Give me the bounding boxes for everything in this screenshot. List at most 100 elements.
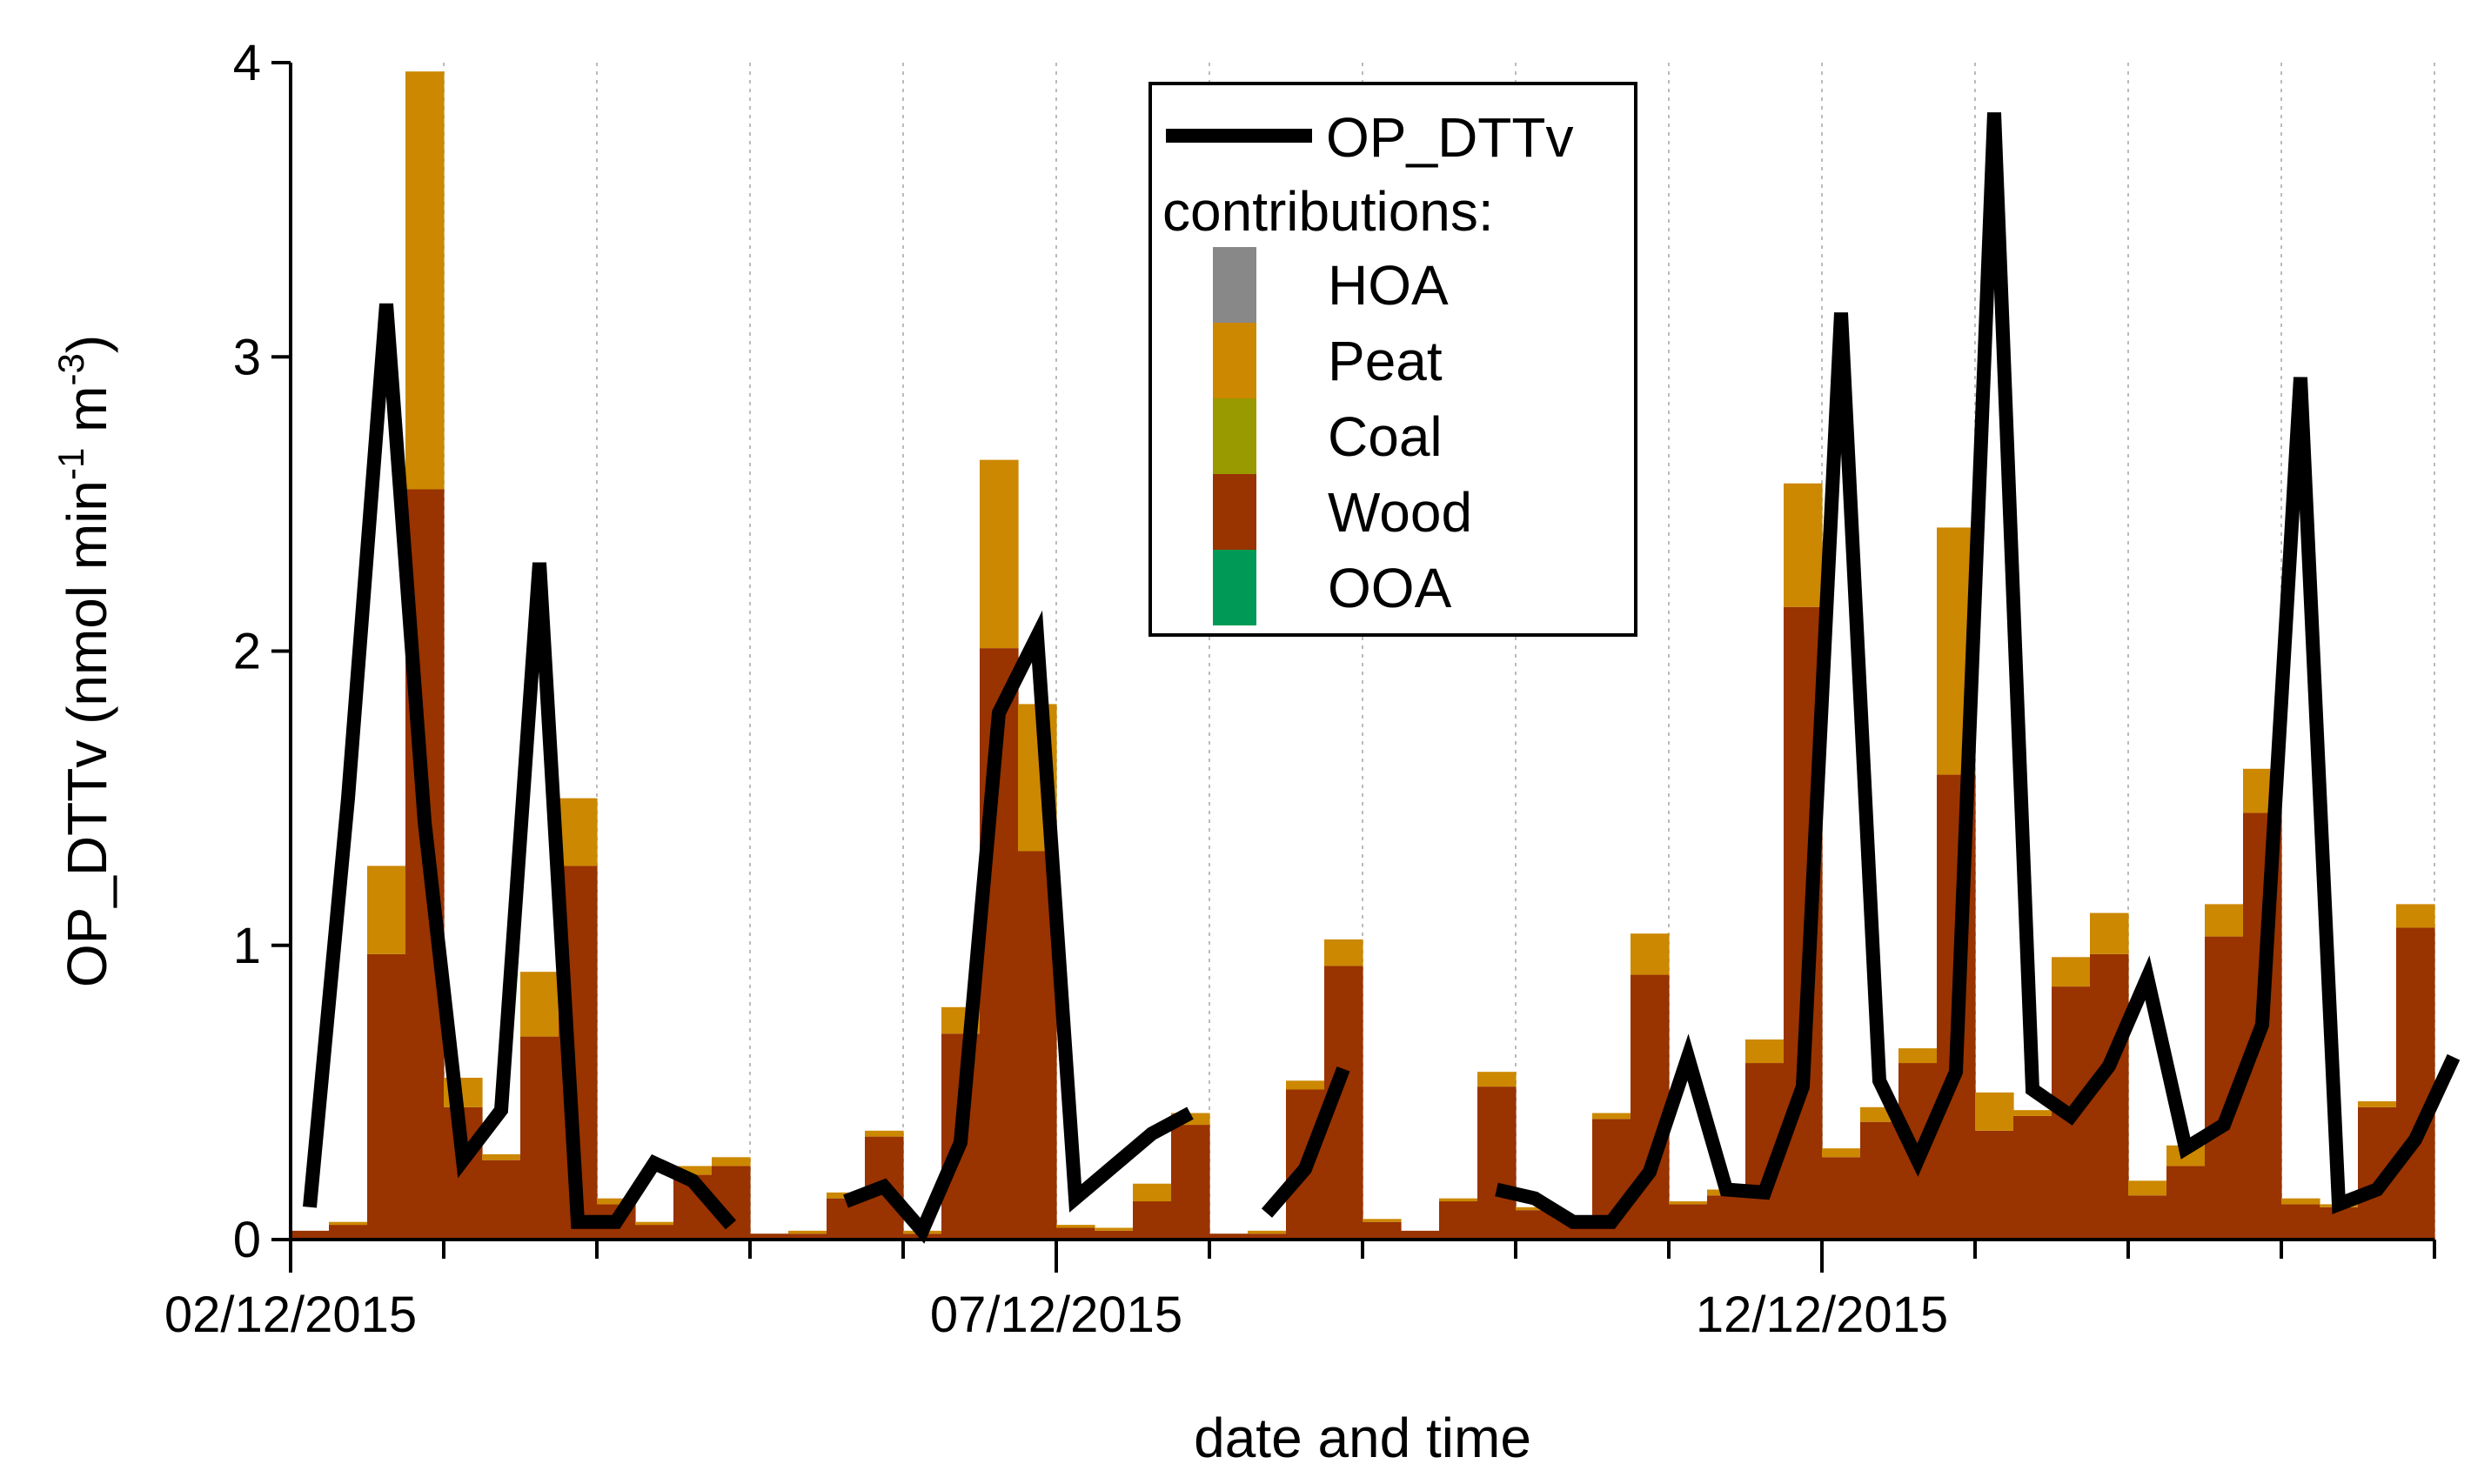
bar-peat <box>1745 1039 1785 1064</box>
bar-peat <box>1056 1225 1095 1228</box>
bar-peat <box>2205 904 2244 937</box>
y-axis-title-close: ) <box>56 335 118 353</box>
bar-peat <box>1592 1113 1631 1120</box>
x-ticks: 02/12/2015 07/12/2015 12/12/2015 <box>164 1240 2436 1343</box>
y-tick-label: 4 <box>233 35 261 91</box>
op-dttv-segment <box>843 610 1194 1244</box>
legend-label-hoa: HOA <box>1328 254 1449 317</box>
x-axis-title: date and time <box>1194 1407 1531 1469</box>
legend-heading: contributions: <box>1162 180 1494 243</box>
bar-peat <box>367 866 406 954</box>
op-dttv-segment <box>1261 1066 1350 1218</box>
bar-peat <box>405 71 445 490</box>
bar-peat <box>1324 939 1363 966</box>
bar-peat <box>635 1221 674 1226</box>
bar-wood <box>1056 1227 1095 1240</box>
bar-peat <box>329 1221 368 1226</box>
bar-peat <box>788 1230 827 1234</box>
bar-wood <box>1401 1230 1440 1240</box>
x-tick-label: 02/12/2015 <box>164 1287 417 1343</box>
bar-peat <box>1784 483 1823 607</box>
y-tick-label: 1 <box>233 918 261 974</box>
legend-label-ooa: OOA <box>1328 557 1452 619</box>
legend-label-peat: Peat <box>1328 330 1443 392</box>
legend-line-label: OP_DTTv <box>1326 106 1573 169</box>
bar-wood <box>1516 1210 1555 1240</box>
bar-wood <box>329 1225 368 1240</box>
bar-wood <box>635 1225 674 1240</box>
bar-wood <box>2090 953 2129 1240</box>
bar-peat <box>712 1157 751 1166</box>
bar-wood <box>1171 1125 1210 1240</box>
bar-peat <box>1822 1148 1861 1158</box>
bar-peat <box>2358 1101 2397 1107</box>
x-tick-label: 12/12/2015 <box>1696 1287 1948 1343</box>
bar-wood <box>2320 1207 2359 1240</box>
bar-peat <box>1898 1048 1938 1064</box>
bar-wood <box>1860 1121 1899 1240</box>
bar-peat <box>1363 1219 1402 1222</box>
legend-swatch-ooa <box>1213 550 1256 625</box>
bar-wood <box>1975 1130 2014 1240</box>
y-axis-title-exp1: -1 <box>50 448 91 480</box>
y-tick-label: 3 <box>233 329 261 385</box>
legend-swatch-hoa <box>1213 247 1256 323</box>
bar-wood <box>1133 1201 1172 1240</box>
bar-wood <box>1477 1086 1517 1240</box>
bar-wood <box>2396 927 2435 1240</box>
x-tick-label: 07/12/2015 <box>930 1287 1182 1343</box>
y-axis-title-exp2: -3 <box>50 353 91 385</box>
bar-wood <box>1209 1233 1249 1240</box>
bar-peat <box>2396 904 2435 928</box>
bar-peat <box>1631 933 1670 975</box>
bar-peat <box>1286 1080 1325 1090</box>
bar-peat <box>520 972 559 1037</box>
bar-peat <box>597 1198 636 1205</box>
bar-peat <box>1095 1227 1134 1231</box>
legend-swatch-wood <box>1213 474 1256 550</box>
bar-wood <box>1095 1230 1134 1240</box>
bar-peat <box>1477 1072 1517 1087</box>
bar-peat <box>2013 1110 2052 1116</box>
bar-peat <box>482 1153 521 1160</box>
op-dttv-line <box>303 112 2461 1244</box>
op-dttv-segment <box>1495 112 2461 1229</box>
y-ticks: 0 1 2 3 4 <box>233 35 291 1268</box>
bar-wood <box>367 953 406 1240</box>
bar-wood <box>520 1036 559 1240</box>
bar-peat <box>2090 912 2129 954</box>
bar-wood <box>1248 1233 1287 1240</box>
bar-peat <box>2052 957 2091 987</box>
bar-peat <box>1975 1092 2014 1131</box>
bar-wood <box>1439 1201 1478 1240</box>
bar-wood <box>1822 1157 1861 1240</box>
y-axis-title-mid: m <box>56 386 118 448</box>
bar-wood <box>827 1198 866 1240</box>
bar-peat <box>2281 1198 2320 1205</box>
bar-peat <box>673 1166 713 1175</box>
bar-wood <box>788 1233 827 1240</box>
bar-wood <box>2013 1115 2052 1240</box>
legend-swatch-peat <box>1213 323 1256 398</box>
bar-peat <box>865 1130 904 1137</box>
bar-wood <box>2128 1195 2167 1240</box>
bar-wood <box>2166 1166 2206 1240</box>
legend-label-coal: Coal <box>1328 405 1443 468</box>
legend: OP_DTTv contributions: HOA Peat Coal Wood OO… <box>1148 82 1637 637</box>
bar-peat <box>1516 1207 1555 1211</box>
bar-wood <box>291 1230 330 1240</box>
bar-peat <box>1248 1230 1287 1234</box>
legend-label-wood: Wood <box>1328 481 1472 544</box>
bar-wood <box>1707 1195 1746 1240</box>
y-axis-title-main: OP_DTTv (nmol min <box>56 480 118 987</box>
bar-wood <box>2281 1204 2320 1240</box>
y-tick-label: 0 <box>233 1212 261 1268</box>
legend-swatch-coal <box>1213 398 1256 474</box>
op-dttv-segment <box>303 303 737 1230</box>
bar-wood <box>1363 1221 1402 1240</box>
bar-peat <box>980 459 1019 649</box>
bar-peat <box>559 798 598 866</box>
bar-wood <box>482 1160 521 1240</box>
y-axis-title: OP_DTTv (nmol min-1 m-3) <box>50 335 118 987</box>
